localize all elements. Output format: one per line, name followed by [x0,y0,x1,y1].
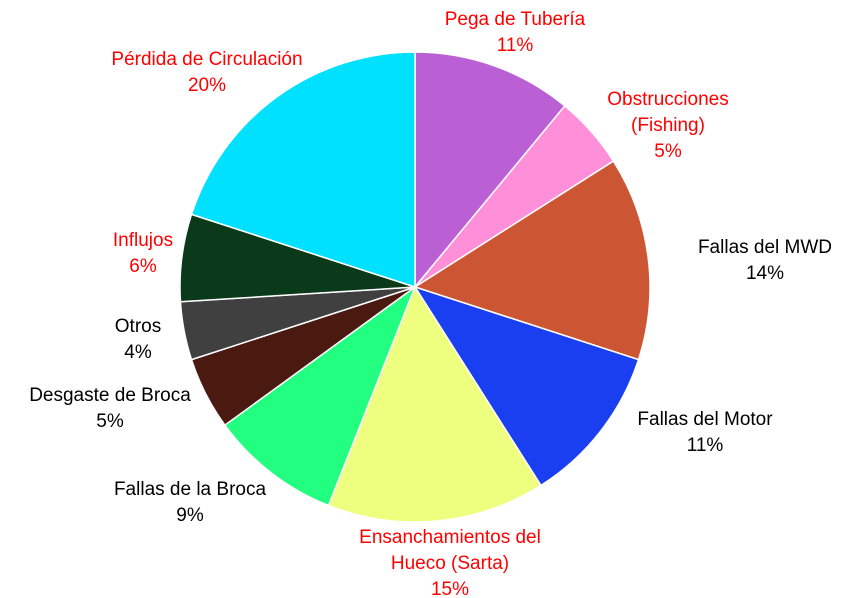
label-line: Hueco (Sarta) [391,553,509,574]
label-line: Obstrucciones [607,89,728,110]
slice-label: Pérdida de Circulación [111,49,302,70]
slice-label: Fallas del Motor [637,409,773,430]
value-label: 20% [188,75,226,96]
value-label: 14% [746,263,784,284]
label-line: Ensanchamientos del [359,527,541,548]
pie-slice [413,285,640,487]
value-label: 4% [124,342,152,363]
slice-label: Obstrucciones (Fishing) [607,89,728,136]
pie-slice [414,51,566,290]
slice-label: Fallas del MWD [698,237,832,258]
value-label: 15% [431,579,469,598]
value-label: 5% [654,141,682,162]
slice-label: Influjos [113,230,173,251]
slice-label: Pega de Tubería [445,9,586,30]
pie-slice [327,285,542,523]
label-line: (Fishing) [631,115,705,136]
slice-label: Desgaste de Broca [29,385,191,406]
value-label: 11% [687,435,724,456]
slice-label: Otros [115,316,161,337]
value-label: 11% [497,35,534,56]
pie-slice [190,51,416,289]
pie-slice [413,160,651,361]
slice-label: Fallas de la Broca [114,479,267,500]
value-label: 9% [176,505,204,526]
value-label: 5% [96,411,124,432]
pie-slice [223,284,417,507]
slice-label: Ensanchamientos del Hueco (Sarta) [359,527,541,574]
value-label: 6% [129,256,157,277]
